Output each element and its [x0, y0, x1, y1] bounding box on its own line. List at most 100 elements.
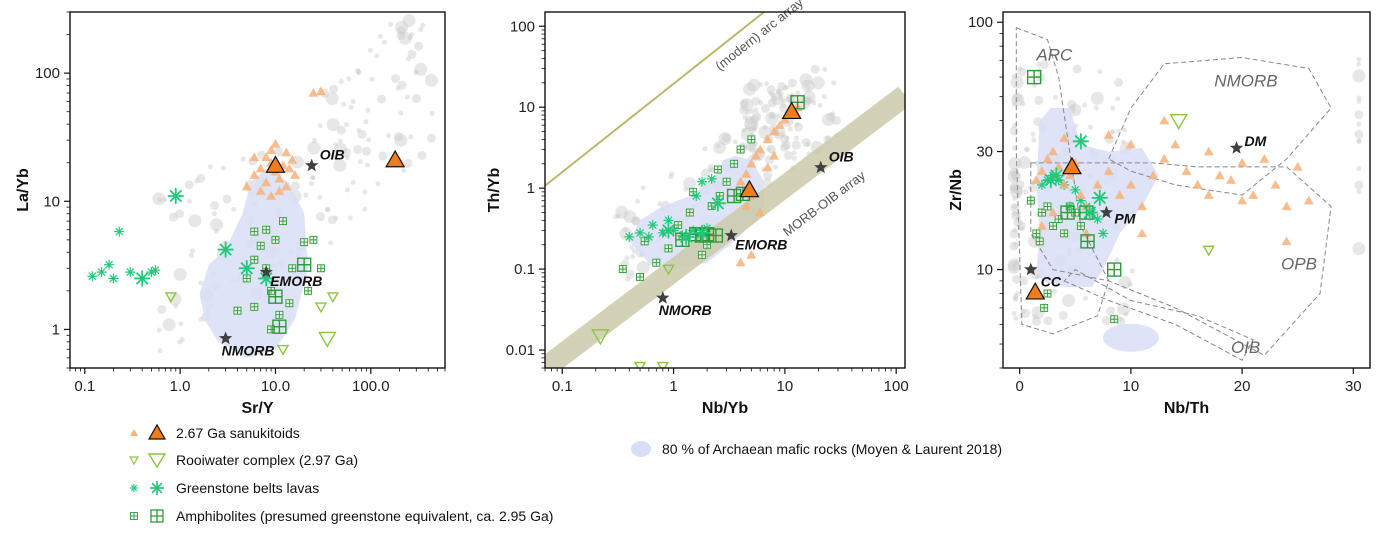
background-point	[339, 79, 344, 84]
background-point	[822, 67, 827, 72]
amphibolite-marker	[737, 146, 744, 153]
amphibolite-marker	[289, 265, 296, 272]
background-point	[1094, 105, 1099, 110]
sanukitoid-marker	[1204, 190, 1214, 199]
background-point	[382, 40, 387, 45]
background-point	[1356, 62, 1361, 67]
amphibolite-marker	[1077, 223, 1084, 230]
legend-mafic-field-label: 80 % of Archaean mafic rocks (Moyen & La…	[662, 441, 1002, 457]
greenstone-marker	[134, 270, 150, 286]
background-point	[1053, 95, 1058, 100]
arc-array-label: (modern) arc array	[712, 0, 806, 73]
background-point	[333, 216, 338, 221]
background-point	[1356, 122, 1361, 127]
legend-rooiwater-big	[149, 454, 165, 467]
background-point	[1091, 92, 1104, 105]
amphibolite-marker	[280, 218, 287, 225]
background-point	[163, 318, 176, 331]
background-point	[1115, 96, 1120, 101]
y-tick-label: 30	[976, 144, 993, 161]
background-point	[310, 175, 315, 180]
background-point	[716, 144, 721, 149]
background-point	[358, 159, 363, 164]
y-axis-label: Zr/Nb	[948, 169, 965, 211]
background-point	[178, 321, 183, 326]
amphibolite-marker	[1044, 203, 1051, 210]
background-point	[747, 79, 760, 92]
background-point	[370, 77, 375, 82]
sanukitoid-marker	[1237, 158, 1247, 167]
reference-label-dm: DM	[1245, 133, 1267, 149]
background-point	[378, 152, 387, 161]
background-point	[767, 85, 776, 94]
background-point	[157, 305, 166, 314]
sanukitoid-marker	[1159, 154, 1169, 163]
background-point	[1031, 137, 1036, 142]
background-point	[378, 34, 383, 39]
greenstone-marker	[660, 222, 676, 238]
background-point	[362, 147, 371, 156]
greenstone-marker	[150, 265, 160, 275]
background-point	[1082, 103, 1087, 108]
reference-label-emorb: EMORB	[270, 273, 322, 289]
background-point	[196, 174, 205, 183]
background-point	[1352, 69, 1365, 82]
background-point	[788, 79, 797, 88]
background-point	[1013, 296, 1018, 301]
background-point	[399, 32, 412, 45]
background-point	[778, 95, 783, 100]
background-point	[388, 22, 393, 27]
background-point	[187, 199, 192, 204]
background-point	[1012, 196, 1017, 201]
x-tick-label: 1	[669, 378, 677, 395]
y-tick-label: 10	[518, 99, 535, 116]
sanukitoid-marker	[1193, 180, 1203, 189]
background-point	[1013, 227, 1018, 232]
background-point	[1062, 294, 1075, 307]
background-point	[346, 76, 351, 81]
x-tick-label: 30	[1345, 378, 1362, 395]
x-tick-label: 10	[777, 378, 794, 395]
background-point	[1102, 316, 1111, 325]
background-point	[190, 248, 195, 253]
background-point	[430, 111, 435, 116]
background-point	[1356, 99, 1361, 104]
field-label-nmorb: NMORB	[1214, 71, 1277, 90]
background-point	[788, 127, 793, 132]
background-point	[158, 348, 163, 353]
background-point	[812, 76, 825, 89]
background-point	[1121, 140, 1126, 145]
greenstone-marker	[97, 267, 107, 277]
background-point	[375, 181, 380, 186]
background-point	[425, 74, 438, 87]
greenstone-marker	[1073, 133, 1089, 149]
background-point	[780, 143, 789, 152]
background-point	[630, 254, 635, 259]
background-point	[221, 166, 226, 171]
background-point	[427, 134, 436, 143]
sanukitoid-marker	[270, 139, 280, 148]
background-point	[1011, 171, 1020, 180]
background-point	[188, 214, 201, 227]
y-tick-label: 10	[976, 262, 993, 279]
background-point	[792, 141, 801, 150]
rooiwater-marker	[316, 303, 326, 312]
background-point	[318, 123, 323, 128]
background-point	[1059, 311, 1068, 320]
background-point	[792, 156, 797, 161]
background-point	[1110, 106, 1115, 111]
greenstone-marker	[694, 225, 710, 241]
background-point	[353, 145, 362, 154]
background-point	[1020, 101, 1025, 106]
background-point	[1111, 129, 1116, 134]
background-point	[1356, 57, 1361, 62]
background-point	[1012, 204, 1017, 209]
background-point	[374, 53, 379, 58]
background-point	[1122, 128, 1127, 133]
background-point	[1021, 309, 1030, 318]
background-point	[362, 189, 367, 194]
background-point	[781, 103, 786, 108]
rooiwater-marker	[1204, 246, 1214, 255]
reference-label-nmorb: NMORB	[222, 342, 275, 358]
field-label-oib: OIB	[1231, 338, 1260, 357]
